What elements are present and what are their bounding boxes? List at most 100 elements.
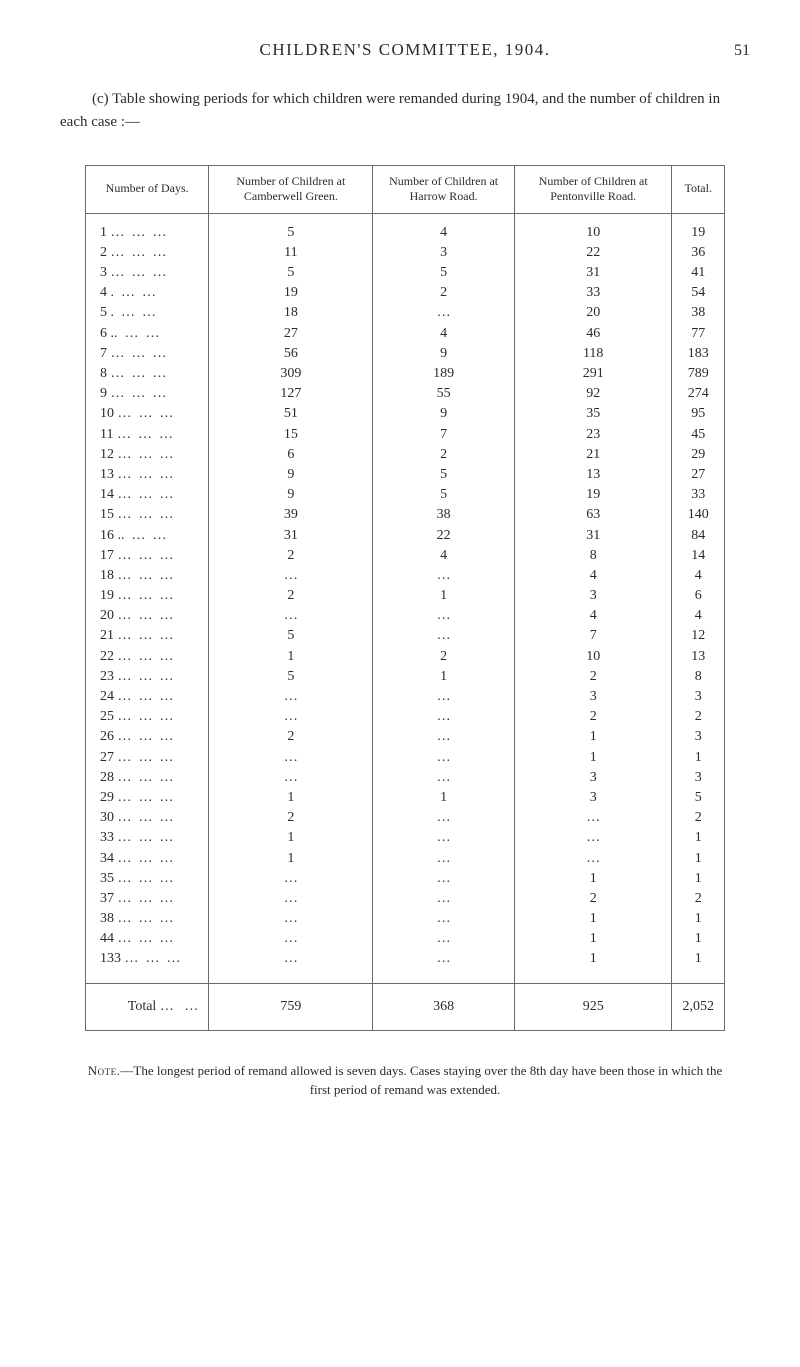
cell-camberwell: … (209, 869, 373, 889)
cell-harrow: 1 (373, 586, 515, 606)
table-row: 2 … … …1132236 (86, 243, 725, 263)
cell-pentonville: 13 (514, 465, 672, 485)
cell-pentonville: … (514, 849, 672, 869)
cell-camberwell: 18 (209, 303, 373, 323)
table-row: 16 .. … …31223184 (86, 526, 725, 546)
cell-total: 13 (672, 647, 725, 667)
cell-total: 2 (672, 808, 725, 828)
cell-total: 84 (672, 526, 725, 546)
cell-harrow: … (373, 626, 515, 646)
cell-harrow: … (373, 727, 515, 747)
cell-camberwell: 9 (209, 465, 373, 485)
cell-harrow: 5 (373, 465, 515, 485)
table-row: 24 … … ………33 (86, 687, 725, 707)
header: CHILDREN'S COMMITTEE, 1904. 51 (60, 40, 750, 60)
cell-camberwell: 1 (209, 828, 373, 848)
page: CHILDREN'S COMMITTEE, 1904. 51 (c) Table… (0, 0, 800, 1140)
cell-camberwell: 5 (209, 263, 373, 283)
table-row: 38 … … ………11 (86, 909, 725, 929)
cell-days: 17 … … … (86, 546, 209, 566)
cell-pentonville: 63 (514, 505, 672, 525)
table-row: 1 … … …541019 (86, 213, 725, 243)
table-row: 12 … … …622129 (86, 445, 725, 465)
cell-camberwell: 11 (209, 243, 373, 263)
cell-harrow: … (373, 566, 515, 586)
cell-days: 22 … … … (86, 647, 209, 667)
cell-days: 7 … … … (86, 344, 209, 364)
cell-pentonville: 21 (514, 445, 672, 465)
intro-prefix: (c) (92, 91, 109, 107)
page-number: 51 (710, 42, 750, 60)
cell-total: 27 (672, 465, 725, 485)
cell-days: 30 … … … (86, 808, 209, 828)
cell-total: 1 (672, 849, 725, 869)
cell-days: 44 … … … (86, 929, 209, 949)
cell-pentonville: 1 (514, 929, 672, 949)
table-row: 6 .. … …2744677 (86, 324, 725, 344)
cell-days: 18 … … … (86, 566, 209, 586)
cell-harrow: 55 (373, 384, 515, 404)
total-camberwell: 759 (209, 983, 373, 1030)
cell-camberwell: 31 (209, 526, 373, 546)
cell-pentonville: 46 (514, 324, 672, 344)
cell-harrow: … (373, 869, 515, 889)
cell-total: 1 (672, 949, 725, 983)
table-row: 25 … … ………22 (86, 707, 725, 727)
cell-harrow: … (373, 929, 515, 949)
table-row: 20 … … ………44 (86, 606, 725, 626)
cell-total: 1 (672, 828, 725, 848)
cell-harrow: 22 (373, 526, 515, 546)
cell-total: 3 (672, 687, 725, 707)
table-head: Number of Days. Number of Children at Ca… (86, 165, 725, 213)
cell-total: 12 (672, 626, 725, 646)
cell-harrow: 1 (373, 788, 515, 808)
cell-harrow: 4 (373, 213, 515, 243)
cell-pentonville: … (514, 808, 672, 828)
cell-days: 8 … … … (86, 364, 209, 384)
cell-pentonville: 10 (514, 213, 672, 243)
cell-camberwell: … (209, 768, 373, 788)
table-row: 28 … … ………33 (86, 768, 725, 788)
cell-camberwell: 127 (209, 384, 373, 404)
cell-camberwell: 56 (209, 344, 373, 364)
cell-camberwell: 2 (209, 808, 373, 828)
cell-pentonville: 1 (514, 727, 672, 747)
cell-harrow: 2 (373, 283, 515, 303)
cell-harrow: 9 (373, 404, 515, 424)
col-camberwell: Number of Children at Camberwell Green. (209, 165, 373, 213)
cell-harrow: … (373, 748, 515, 768)
cell-pentonville: 1 (514, 909, 672, 929)
cell-total: 1 (672, 909, 725, 929)
cell-total: 2 (672, 707, 725, 727)
cell-total: 5 (672, 788, 725, 808)
table-row: 11 … … …1572345 (86, 425, 725, 445)
cell-total: 3 (672, 768, 725, 788)
footnote-lead: Note. (88, 1063, 121, 1078)
cell-pentonville: 19 (514, 485, 672, 505)
col-harrow: Number of Children at Harrow Road. (373, 165, 515, 213)
table-row: 18 … … ………44 (86, 566, 725, 586)
table-row: 15 … … …393863140 (86, 505, 725, 525)
cell-camberwell: 27 (209, 324, 373, 344)
cell-pentonville: 4 (514, 606, 672, 626)
cell-pentonville: 20 (514, 303, 672, 323)
cell-harrow: … (373, 849, 515, 869)
cell-pentonville: 2 (514, 667, 672, 687)
col-total: Total. (672, 165, 725, 213)
cell-total: 54 (672, 283, 725, 303)
page-title: CHILDREN'S COMMITTEE, 1904. (100, 40, 710, 60)
cell-pentonville: 1 (514, 949, 672, 983)
table-row: 22 … … …121013 (86, 647, 725, 667)
cell-total: 3 (672, 727, 725, 747)
cell-pentonville: 35 (514, 404, 672, 424)
cell-camberwell: … (209, 929, 373, 949)
cell-pentonville: 291 (514, 364, 672, 384)
cell-pentonville: 118 (514, 344, 672, 364)
cell-total: 1 (672, 869, 725, 889)
cell-total: 6 (672, 586, 725, 606)
cell-harrow: 4 (373, 546, 515, 566)
cell-pentonville: 3 (514, 788, 672, 808)
table-row: 14 … … …951933 (86, 485, 725, 505)
cell-days: 20 … … … (86, 606, 209, 626)
cell-total: 1 (672, 748, 725, 768)
